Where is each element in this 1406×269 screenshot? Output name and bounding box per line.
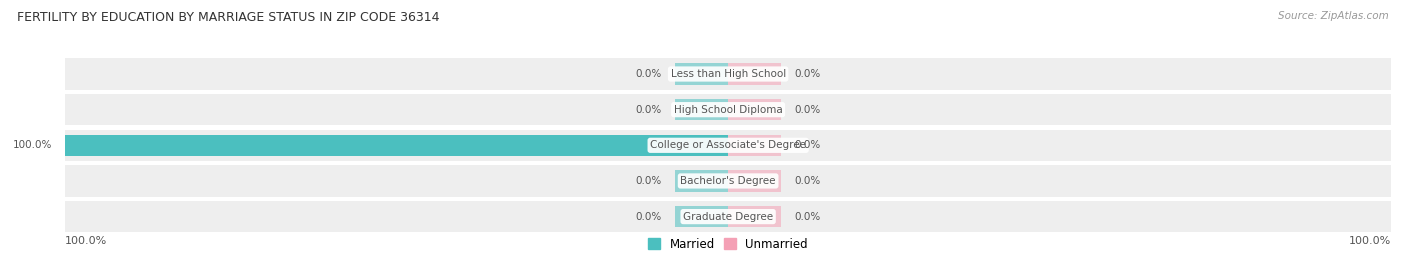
Bar — [728, 63, 782, 85]
Bar — [65, 201, 1391, 232]
Text: 100.0%: 100.0% — [13, 140, 52, 150]
Text: 0.0%: 0.0% — [636, 212, 662, 222]
Bar — [728, 170, 782, 192]
Text: 0.0%: 0.0% — [794, 176, 821, 186]
Text: 100.0%: 100.0% — [1348, 236, 1391, 246]
Bar — [65, 165, 1391, 197]
Text: FERTILITY BY EDUCATION BY MARRIAGE STATUS IN ZIP CODE 36314: FERTILITY BY EDUCATION BY MARRIAGE STATU… — [17, 11, 439, 24]
Bar — [65, 58, 1391, 90]
Text: 0.0%: 0.0% — [636, 105, 662, 115]
Bar — [728, 206, 782, 227]
Text: 0.0%: 0.0% — [794, 140, 821, 150]
Text: Graduate Degree: Graduate Degree — [683, 212, 773, 222]
Bar — [65, 134, 728, 156]
Text: Bachelor's Degree: Bachelor's Degree — [681, 176, 776, 186]
Bar — [65, 130, 1391, 161]
Text: Source: ZipAtlas.com: Source: ZipAtlas.com — [1278, 11, 1389, 21]
Text: 100.0%: 100.0% — [65, 236, 107, 246]
Text: 0.0%: 0.0% — [636, 69, 662, 79]
Text: 0.0%: 0.0% — [794, 69, 821, 79]
Bar — [675, 99, 728, 120]
Bar — [728, 99, 782, 120]
Bar — [675, 206, 728, 227]
Bar — [675, 170, 728, 192]
Bar — [675, 63, 728, 85]
Text: 0.0%: 0.0% — [794, 105, 821, 115]
Legend: Married, Unmarried: Married, Unmarried — [645, 235, 810, 253]
Text: Less than High School: Less than High School — [671, 69, 786, 79]
Text: College or Associate's Degree: College or Associate's Degree — [650, 140, 806, 150]
Bar — [65, 94, 1391, 125]
Bar — [728, 134, 782, 156]
Text: 0.0%: 0.0% — [794, 212, 821, 222]
Text: High School Diploma: High School Diploma — [673, 105, 783, 115]
Text: 0.0%: 0.0% — [636, 176, 662, 186]
